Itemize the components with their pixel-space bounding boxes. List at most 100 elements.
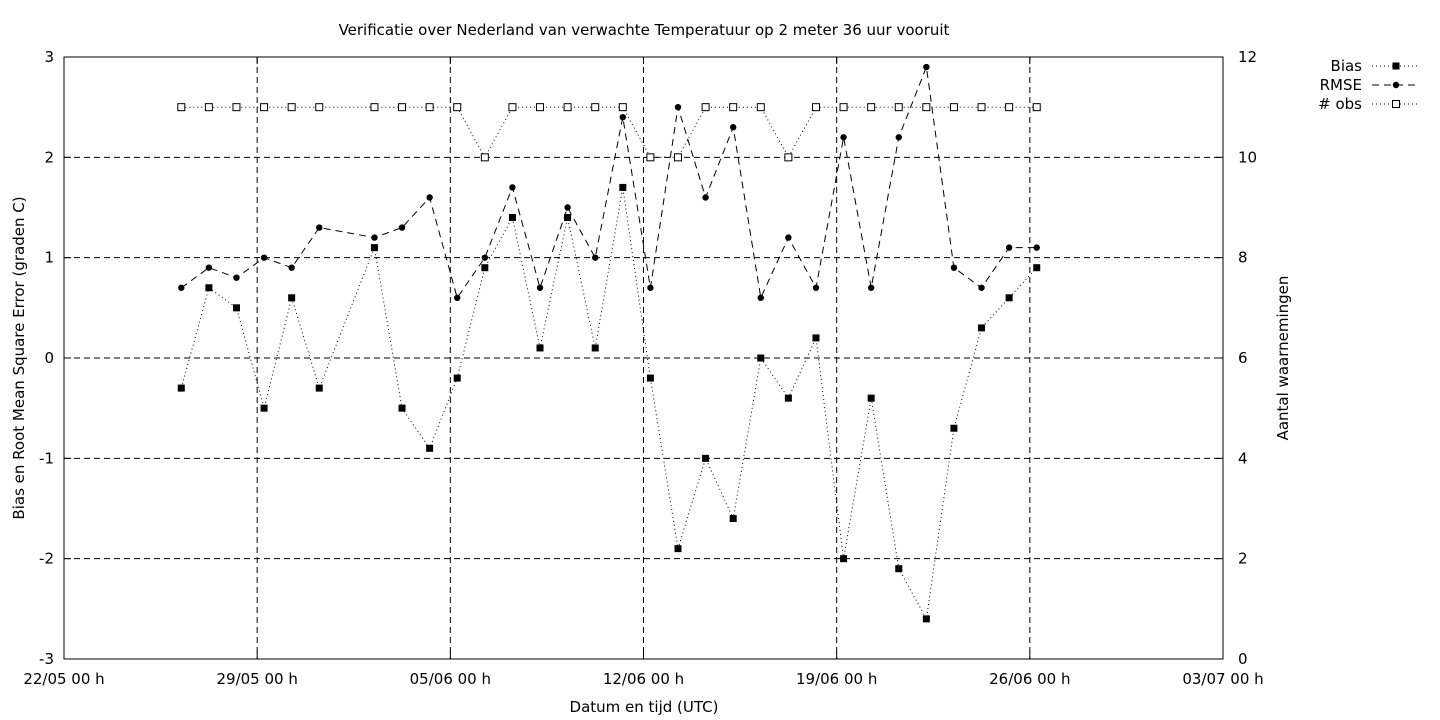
- data-point-obs: [177, 103, 186, 112]
- x-axis-label: Datum en tijd (UTC): [570, 698, 719, 716]
- series-bias: [177, 183, 1041, 623]
- data-point-obs: [894, 103, 903, 112]
- y-tick-label-right: 6: [1238, 349, 1248, 367]
- data-point-rmse: [1005, 244, 1013, 251]
- data-point-bias: [757, 354, 765, 362]
- data-point-bias: [260, 404, 268, 412]
- data-point-obs: [453, 103, 462, 112]
- x-tick-label: 26/06 00 h: [989, 670, 1070, 688]
- data-point-bias: [619, 183, 627, 191]
- data-point-bias: [205, 284, 213, 292]
- data-point-obs: [398, 103, 407, 112]
- data-point-obs: [536, 103, 545, 112]
- data-point-bias: [398, 404, 406, 412]
- y-tick-label-left: -2: [39, 550, 54, 568]
- x-tick-label: 12/06 00 h: [603, 670, 684, 688]
- y-tick-label-left: 2: [44, 148, 54, 166]
- data-point-bias: [867, 394, 875, 402]
- data-point-bias: [812, 334, 820, 342]
- data-point-obs: [811, 103, 820, 112]
- data-point-obs: [287, 103, 296, 112]
- x-tick-label: 19/06 00 h: [796, 670, 877, 688]
- y-tick-label-left: 1: [44, 249, 54, 267]
- data-point-rmse: [564, 204, 571, 211]
- data-point-obs: [1005, 103, 1014, 112]
- legend-label-obs: # obs: [1318, 95, 1362, 113]
- data-point-obs: [508, 103, 517, 112]
- data-point-rmse: [509, 184, 516, 191]
- data-point-rmse: [619, 114, 627, 121]
- data-point-obs: [729, 103, 738, 112]
- series-line-bias: [180, 187, 1038, 621]
- data-point-rmse: [785, 234, 792, 241]
- series-line-obs: [181, 106, 1037, 159]
- data-point-obs: [480, 153, 489, 162]
- data-point-rmse: [426, 194, 433, 201]
- data-point-obs: [591, 103, 600, 112]
- data-point-bias: [702, 454, 710, 462]
- legend-label-bias: Bias: [1331, 57, 1363, 75]
- tick-labels: 22/05 00 h 29/05 00 h 05/06 00 h 12/06 00 h…: [23, 48, 1263, 688]
- data-point-obs: [949, 103, 958, 112]
- x-tick-label: 03/07 00 h: [1182, 670, 1263, 688]
- data-point-rmse: [454, 294, 461, 301]
- series-obs: [177, 103, 1041, 162]
- data-point-obs: [646, 153, 655, 162]
- y-tick-label-left: 3: [44, 48, 54, 66]
- data-point-rmse: [923, 63, 930, 71]
- legend-marker-obs: [1392, 100, 1400, 108]
- data-point-obs: [867, 103, 876, 112]
- data-point-rmse: [702, 194, 709, 201]
- data-point-bias: [646, 374, 654, 382]
- data-point-bias: [315, 384, 323, 392]
- data-point-rmse: [205, 264, 213, 271]
- data-point-bias: [370, 244, 378, 252]
- data-point-rmse: [371, 234, 378, 241]
- data-point-bias: [895, 565, 903, 573]
- y-tick-label-left: -1: [39, 449, 54, 467]
- series-line-rmse: [181, 65, 1037, 300]
- data-point-rmse: [260, 254, 268, 261]
- series-layer: [177, 63, 1041, 623]
- data-point-rmse: [1033, 244, 1040, 251]
- data-point-rmse: [647, 284, 654, 291]
- data-point-rmse: [895, 134, 902, 141]
- data-point-rmse: [536, 284, 544, 291]
- y-axis-label-left: Bias en Root Mean Square Error (graden C…: [10, 196, 28, 519]
- data-point-bias: [784, 394, 792, 402]
- y-tick-label-right: 12: [1238, 48, 1257, 66]
- data-point-obs: [232, 103, 241, 112]
- series-rmse: [178, 63, 1040, 301]
- x-tick-label: 22/05 00 h: [23, 670, 104, 688]
- data-point-bias: [922, 615, 930, 623]
- data-point-rmse: [812, 284, 820, 291]
- data-point-rmse: [178, 284, 185, 291]
- data-point-rmse: [757, 294, 764, 301]
- y-tick-label-right: 10: [1238, 148, 1257, 166]
- data-point-obs: [839, 103, 848, 112]
- legend-label-rmse: RMSE: [1320, 76, 1362, 94]
- data-point-obs: [370, 103, 379, 112]
- y-tick-label-right: 4: [1238, 449, 1248, 467]
- data-point-obs: [701, 103, 710, 112]
- data-point-obs: [922, 103, 931, 112]
- data-point-obs: [977, 103, 986, 112]
- data-point-obs: [315, 103, 324, 112]
- data-point-bias: [1005, 294, 1013, 302]
- data-point-rmse: [316, 224, 323, 231]
- data-point-bias: [591, 344, 599, 352]
- data-point-obs: [1032, 103, 1041, 112]
- legend-marker-bias: [1392, 62, 1400, 70]
- data-point-bias: [232, 304, 240, 312]
- data-point-rmse: [398, 224, 406, 231]
- data-point-bias: [950, 424, 958, 432]
- data-point-rmse: [288, 264, 295, 271]
- data-point-bias: [177, 384, 185, 392]
- x-tick-label: 29/05 00 h: [216, 670, 297, 688]
- data-point-obs: [204, 103, 213, 112]
- data-point-obs: [784, 153, 793, 162]
- data-point-obs: [618, 103, 627, 112]
- y-tick-label-right: 0: [1238, 650, 1248, 668]
- data-point-bias: [729, 515, 737, 523]
